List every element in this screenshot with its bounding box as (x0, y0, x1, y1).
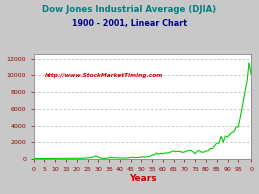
X-axis label: Years: Years (129, 174, 156, 184)
Text: http://www.StockMarketTiming.com: http://www.StockMarketTiming.com (45, 73, 163, 78)
Text: Dow Jones Industrial Average (DJIA): Dow Jones Industrial Average (DJIA) (42, 5, 217, 14)
Text: 1900 - 2001, Linear Chart: 1900 - 2001, Linear Chart (72, 19, 187, 28)
